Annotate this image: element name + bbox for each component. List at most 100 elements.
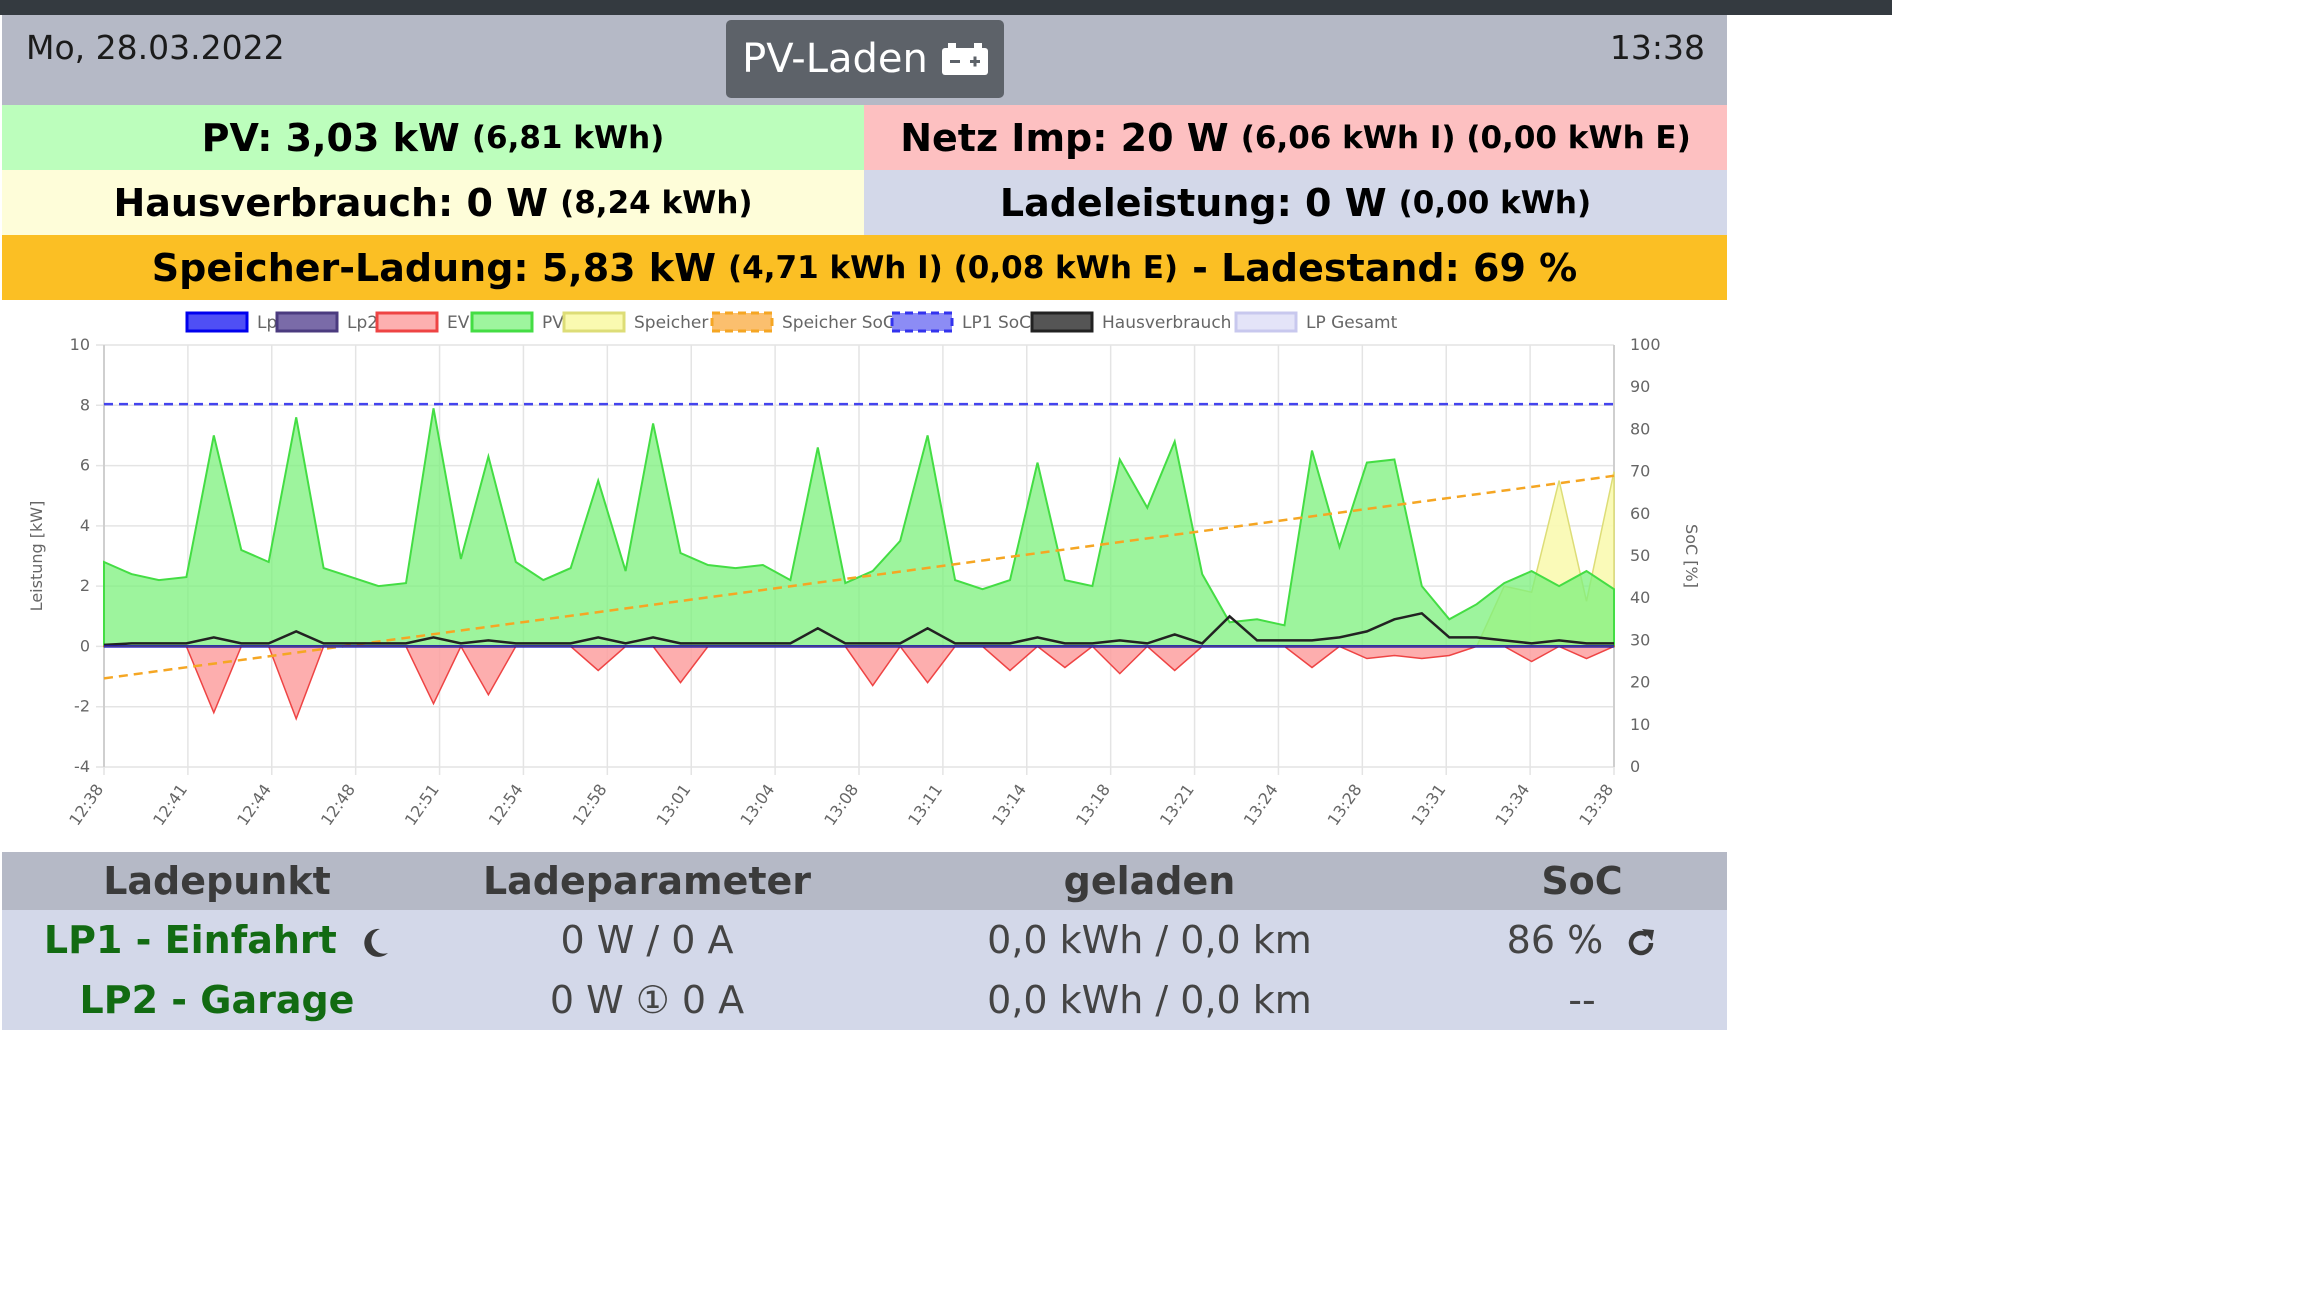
legend-label: Lp2: [347, 313, 378, 333]
house-consumption-cell: Hausverbrauch: 0 W (8,24 kWh): [2, 170, 864, 235]
col-header-geladen: geladen: [862, 852, 1437, 910]
y-tick-label: 8: [80, 395, 90, 414]
legend-swatch: [275, 311, 339, 333]
y-tick-label: 4: [80, 516, 90, 535]
chargepoint-table: Ladepunkt Ladeparameter geladen SoC LP1 …: [2, 852, 1727, 1030]
power-chart[interactable]: Lp1 Lp2 EVU PV Speicher Speicher SoC LP1 SoC Ha…: [2, 300, 1727, 852]
x-tick-label: 12:41: [149, 780, 191, 829]
date-display: Mo, 28.03.2022: [26, 28, 285, 67]
chargepoint-table-header: Ladepunkt Ladeparameter geladen SoC: [2, 852, 1727, 910]
legend-swatch: [185, 311, 249, 333]
x-tick-label: 13:18: [1072, 780, 1114, 829]
col-header-ladeparameter: Ladeparameter: [432, 852, 862, 910]
legend-label: PV: [542, 313, 564, 333]
storage-soc-value: - Ladestand: 69 %: [1192, 245, 1578, 290]
x-tick-label: 12:51: [401, 780, 443, 829]
grid-import-cell: Netz Imp: 20 W (6,06 kWh I) (0,00 kWh E): [864, 105, 1727, 170]
chargepoint-row-lp2[interactable]: LP2 - Garage 0 W ① 0 A 0,0 kWh / 0,0 km …: [2, 970, 1727, 1030]
y-tick-label: 6: [80, 456, 90, 475]
storage-power-value: Speicher-Ladung: 5,83 kW: [151, 245, 716, 290]
charge-mode-label: PV-Laden: [742, 36, 928, 82]
car-battery-icon: [941, 43, 988, 75]
stats-row-1: PV: 3,03 kW (6,81 kWh) Netz Imp: 20 W (6…: [2, 105, 1727, 170]
y2-tick-label: 10: [1630, 715, 1650, 734]
lp1-name: LP1 - Einfahrt: [43, 918, 337, 962]
legend-label: Speicher: [634, 313, 708, 333]
pv-power-cell: PV: 3,03 kW (6,81 kWh): [2, 105, 864, 170]
y2-tick-label: 40: [1630, 588, 1650, 607]
y-tick-label: -4: [74, 757, 90, 776]
pv-energy-value: (6,81 kWh): [471, 119, 665, 156]
charging-power-value: Ladeleistung: 0 W: [999, 180, 1387, 225]
col-header-ladepunkt: Ladepunkt: [2, 852, 432, 910]
chargepoint-row-lp1[interactable]: LP1 - Einfahrt 0 W / 0 A 0,0 kWh / 0,0 k…: [2, 910, 1727, 970]
lp2-soc: --: [1437, 970, 1727, 1030]
pv-power-value: PV: 3,03 kW: [201, 115, 460, 160]
legend-swatch: [890, 311, 954, 333]
x-tick-label: 12:38: [65, 780, 107, 829]
moon-icon: [364, 928, 389, 957]
charging-power-cell: Ladeleistung: 0 W (0,00 kWh): [864, 170, 1727, 235]
charge-mode-button[interactable]: PV-Laden: [726, 20, 1004, 98]
lp2-name[interactable]: LP2 - Garage: [2, 970, 432, 1030]
legend-label: Speicher SoC: [782, 313, 895, 333]
y-tick-label: 2: [80, 576, 90, 595]
x-tick-label: 13:34: [1491, 780, 1533, 829]
legend-swatch: [710, 311, 774, 333]
storage-cell: Speicher-Ladung: 5,83 kW (4,71 kWh I) (0…: [2, 235, 1727, 300]
y2-tick-label: 20: [1630, 673, 1650, 692]
lp2-param: 0 W ① 0 A: [432, 970, 862, 1030]
x-tick-label: 12:48: [317, 780, 359, 829]
stats-row-2: Hausverbrauch: 0 W (8,24 kWh) Ladeleistu…: [2, 170, 1727, 235]
y2-tick-label: 30: [1630, 630, 1650, 649]
lp1-charged: 0,0 kWh / 0,0 km: [862, 910, 1437, 970]
y2-tick-label: 70: [1630, 462, 1650, 481]
power-chart-svg: Lp1 Lp2 EVU PV Speicher Speicher SoC LP1 SoC Ha…: [27, 311, 1701, 829]
house-consumption-value: Hausverbrauch: 0 W: [113, 180, 549, 225]
y2-tick-label: 0: [1630, 757, 1640, 776]
x-tick-label: 13:01: [652, 780, 694, 829]
legend-label: LP Gesamt: [1306, 313, 1398, 333]
clock-display: 13:38: [1609, 28, 1705, 67]
series-pv-area: [103, 408, 1615, 648]
y2-tick-label: 50: [1630, 546, 1650, 565]
x-tick-label: 12:58: [569, 780, 611, 829]
x-tick-label: 12:54: [485, 780, 527, 829]
y-tick-label: -2: [74, 697, 90, 716]
legend-swatch: [470, 311, 534, 333]
x-tick-label: 13:24: [1240, 780, 1282, 829]
col-header-soc: SoC: [1437, 852, 1727, 910]
legend-swatch: [1030, 311, 1094, 333]
stats-row-3: Speicher-Ladung: 5,83 kW (4,71 kWh I) (0…: [2, 235, 1727, 300]
y-axis-title: Leistung [kW]: [27, 501, 46, 612]
top-bar: [0, 0, 1892, 15]
x-tick-label: 13:11: [904, 780, 946, 829]
lp1-soc-cell: 86 %: [1437, 910, 1727, 970]
x-tick-label: 13:08: [820, 780, 862, 829]
lp1-soc: 86 %: [1506, 918, 1604, 962]
series-hausverbrauch-line: [103, 611, 1614, 647]
x-tick-label: 13:04: [736, 780, 778, 829]
x-tick-label: 13:38: [1575, 780, 1617, 829]
lp1-name-cell[interactable]: LP1 - Einfahrt: [2, 910, 432, 970]
refresh-icon[interactable]: [1625, 927, 1657, 959]
legend-label: LP1 SoC: [962, 313, 1031, 333]
y2-tick-label: 80: [1630, 419, 1650, 438]
x-tick-label: 13:21: [1156, 780, 1198, 829]
x-tick-label: 13:14: [988, 780, 1030, 829]
legend-swatch: [375, 311, 439, 333]
y-tick-label: 10: [70, 335, 90, 354]
house-energy-value: (8,24 kWh): [560, 184, 753, 221]
x-tick-label: 13:28: [1324, 780, 1366, 829]
lp2-charged: 0,0 kWh / 0,0 km: [862, 970, 1437, 1030]
grid-energy-value: (6,06 kWh I) (0,00 kWh E): [1240, 119, 1691, 156]
storage-energy-value: (4,71 kWh I) (0,08 kWh E): [728, 249, 1179, 286]
legend-swatch: [1234, 311, 1298, 333]
header-bar: Mo, 28.03.2022 PV-Laden 13:38: [2, 15, 1727, 105]
y-tick-label: 0: [80, 636, 90, 655]
x-tick-label: 13:31: [1407, 780, 1449, 829]
dashboard: Mo, 28.03.2022 PV-Laden 13:38 PV: 3,03 k…: [2, 15, 1727, 1030]
legend-swatch: [562, 311, 626, 333]
grid-import-value: Netz Imp: 20 W: [900, 115, 1229, 160]
lp1-param: 0 W / 0 A: [432, 910, 862, 970]
